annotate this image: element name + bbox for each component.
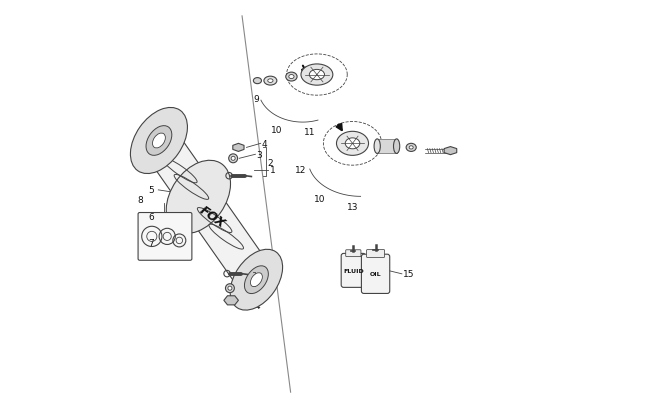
Ellipse shape: [131, 108, 187, 174]
Text: 8: 8: [138, 196, 144, 205]
Ellipse shape: [393, 140, 400, 154]
Ellipse shape: [244, 266, 268, 294]
Circle shape: [229, 154, 238, 163]
Text: 6: 6: [148, 212, 154, 221]
Text: 11: 11: [304, 128, 316, 137]
Text: 10: 10: [271, 126, 283, 135]
Text: 15: 15: [403, 270, 414, 279]
FancyBboxPatch shape: [138, 213, 192, 261]
Text: FOX: FOX: [197, 204, 227, 230]
Ellipse shape: [166, 161, 231, 234]
Circle shape: [231, 157, 235, 161]
Polygon shape: [233, 144, 244, 152]
Text: 4: 4: [262, 139, 268, 149]
Circle shape: [226, 284, 235, 293]
Circle shape: [228, 286, 232, 290]
Ellipse shape: [250, 273, 263, 287]
Text: 3: 3: [254, 289, 259, 298]
Ellipse shape: [345, 139, 360, 149]
Ellipse shape: [268, 80, 273, 83]
Ellipse shape: [301, 65, 333, 86]
Ellipse shape: [409, 146, 413, 149]
Text: 3: 3: [257, 150, 263, 159]
Text: OIL: OIL: [370, 272, 382, 277]
Text: 2: 2: [257, 278, 263, 287]
Ellipse shape: [254, 79, 261, 85]
FancyBboxPatch shape: [346, 250, 361, 257]
Text: 5: 5: [148, 186, 154, 195]
Ellipse shape: [309, 70, 324, 81]
Text: 13: 13: [347, 203, 359, 212]
Text: FLUID: FLUID: [343, 268, 364, 273]
Text: 4: 4: [255, 301, 260, 310]
Ellipse shape: [286, 73, 297, 82]
Text: 2: 2: [268, 158, 273, 167]
Text: 12: 12: [295, 165, 307, 174]
Ellipse shape: [374, 140, 380, 154]
Text: 14: 14: [378, 263, 390, 272]
Ellipse shape: [337, 132, 369, 156]
Ellipse shape: [264, 77, 277, 86]
Ellipse shape: [289, 75, 294, 79]
FancyBboxPatch shape: [377, 140, 396, 154]
Text: 10: 10: [314, 194, 325, 203]
FancyBboxPatch shape: [361, 255, 390, 294]
Text: 7: 7: [148, 239, 154, 247]
Text: 1: 1: [270, 166, 276, 175]
Ellipse shape: [406, 144, 416, 152]
Polygon shape: [143, 130, 272, 291]
FancyBboxPatch shape: [341, 254, 365, 288]
Ellipse shape: [230, 249, 283, 310]
Polygon shape: [444, 147, 457, 155]
Ellipse shape: [146, 126, 172, 156]
Polygon shape: [224, 296, 239, 305]
Text: 9: 9: [253, 94, 259, 103]
Ellipse shape: [153, 134, 165, 149]
FancyBboxPatch shape: [367, 250, 385, 258]
